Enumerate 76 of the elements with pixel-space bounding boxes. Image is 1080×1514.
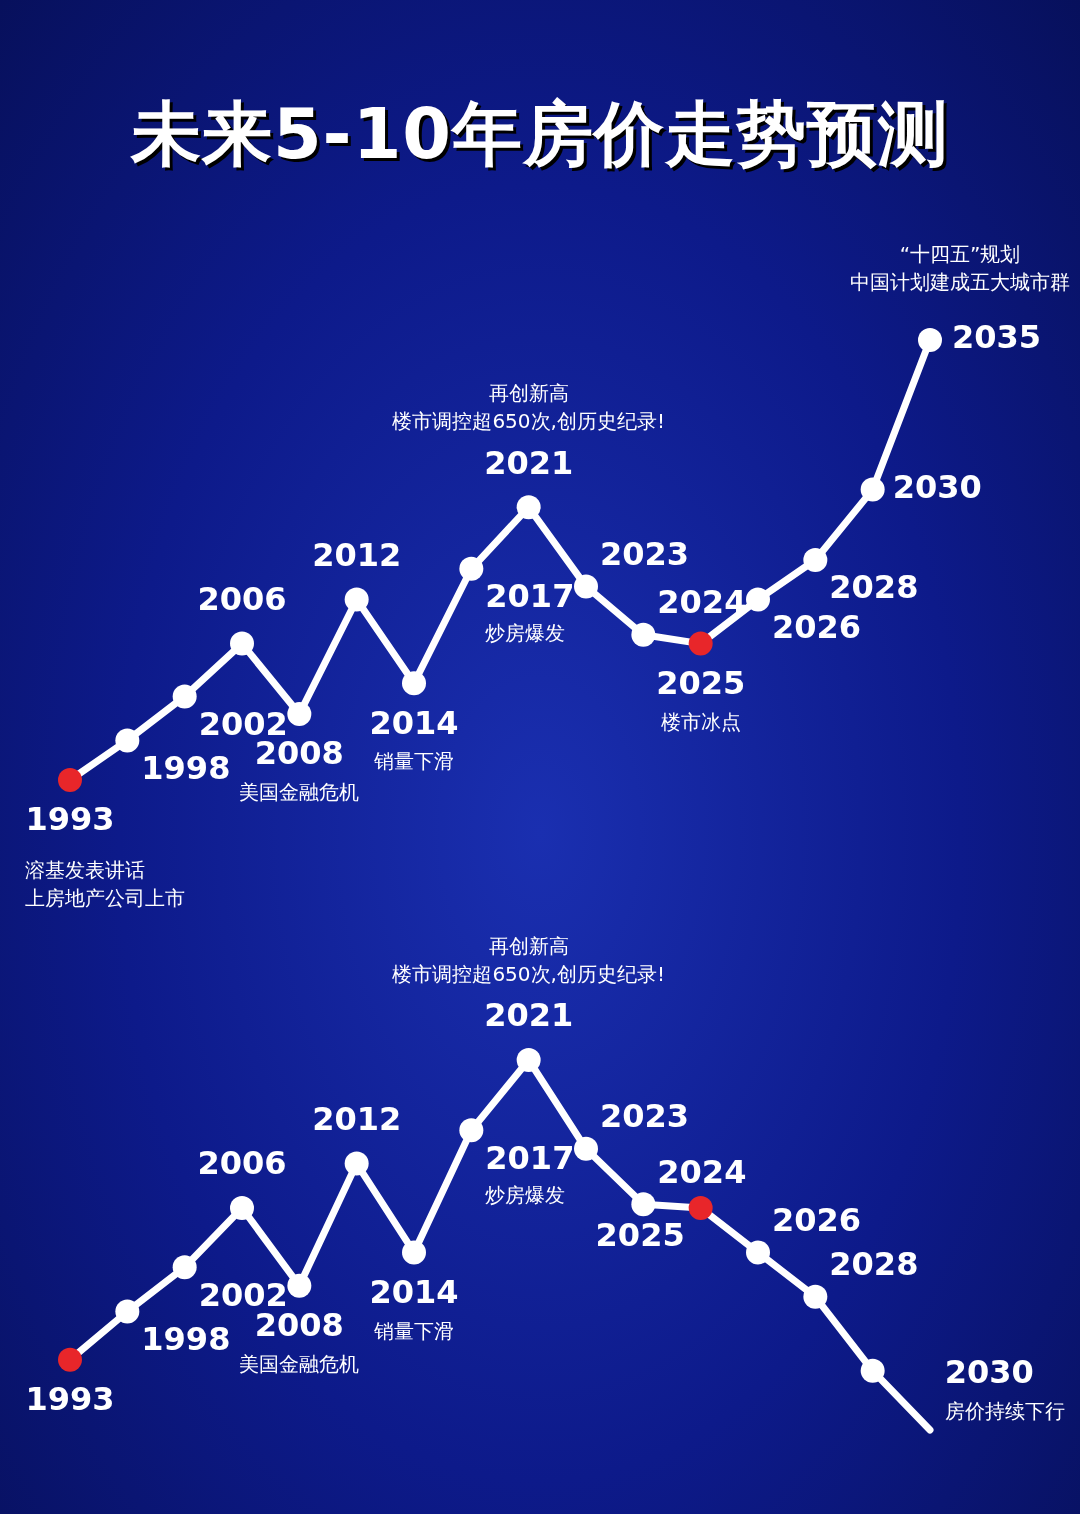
annotation: 1998 <box>141 1319 231 1358</box>
annotation: 2026 <box>772 607 862 646</box>
point <box>287 1273 312 1298</box>
point <box>574 574 598 599</box>
annotation: 2023 <box>600 1097 690 1136</box>
text: 上房地产公司上市 <box>25 886 185 911</box>
annotation: 1993 <box>25 1380 115 1419</box>
point <box>344 1151 369 1176</box>
annotation: 2008 <box>254 734 344 773</box>
point <box>803 548 828 572</box>
annotation: 2006 <box>197 1144 287 1183</box>
point <box>688 1196 713 1220</box>
annotation: 炒房爆发 <box>485 1182 566 1207</box>
point <box>918 328 942 352</box>
point <box>172 684 197 709</box>
point <box>402 671 426 696</box>
point <box>746 587 770 612</box>
annotation: 炒房爆发 <box>485 621 566 645</box>
annotation: 2017 <box>485 1138 575 1177</box>
point <box>631 622 656 647</box>
text: 美国金融危机 <box>239 780 360 805</box>
point <box>459 556 484 581</box>
annotation: 2026 <box>772 1200 862 1239</box>
point <box>459 1118 484 1143</box>
point <box>631 1192 656 1217</box>
point <box>516 495 541 520</box>
point <box>344 587 369 612</box>
point <box>688 631 713 656</box>
annotation: 2012 <box>312 535 402 574</box>
text: 再创新高 <box>488 934 569 959</box>
text: 溶基发表讲话 <box>25 858 145 883</box>
annotation: 2035 <box>952 318 1042 357</box>
point <box>574 1136 598 1161</box>
annotation: 销量下滑 <box>373 1318 454 1343</box>
chart-title: 未来5-10年房价走势预测 <box>129 92 951 177</box>
point <box>172 1255 197 1280</box>
annotation: 2021 <box>484 443 574 482</box>
text: 中国计划建成五大城市群 <box>850 270 1070 295</box>
point <box>230 631 254 656</box>
annotation: 2014 <box>369 703 459 742</box>
point <box>230 1196 254 1220</box>
point <box>803 1284 828 1309</box>
text: “十四五”规划 <box>899 242 1021 267</box>
text: 2021 <box>484 996 574 1035</box>
annotation: 楼市冰点 <box>660 709 741 734</box>
annotation: 2024 <box>657 1152 747 1191</box>
point <box>115 1299 140 1324</box>
point <box>860 1358 885 1383</box>
annotation: 2006 <box>197 579 287 618</box>
annotation: 2017 <box>485 577 575 616</box>
annotation: 2024 <box>657 583 747 622</box>
annotation: 2023 <box>600 534 690 573</box>
annotation: 2025 <box>656 663 746 702</box>
point <box>287 702 312 726</box>
point <box>402 1240 426 1265</box>
annotation: 房价持续下行 <box>944 1399 1065 1423</box>
point <box>746 1240 770 1265</box>
annotation: 美国金融危机 <box>239 1351 360 1376</box>
annotation: 楼市调控超650次,创历史纪录! <box>392 409 665 434</box>
annotation: 2030 <box>892 467 982 506</box>
text: 1993 <box>25 800 115 839</box>
text: 楼市调控超650次,创历史纪录! <box>392 962 665 987</box>
annotation: 2025 <box>595 1216 685 1255</box>
point <box>860 477 885 502</box>
annotation: 2028 <box>829 568 919 607</box>
point <box>58 1347 82 1372</box>
annotation: 销量下滑 <box>373 749 454 774</box>
point <box>58 768 82 792</box>
point <box>115 728 140 753</box>
annotation: 1998 <box>141 748 231 787</box>
point <box>516 1048 541 1072</box>
annotation: 2030 <box>944 1353 1034 1392</box>
annotation: 2012 <box>312 1099 402 1138</box>
annotation: 再创新高 <box>488 381 569 406</box>
annotation: 2028 <box>829 1245 919 1284</box>
annotation: 2014 <box>369 1272 459 1311</box>
